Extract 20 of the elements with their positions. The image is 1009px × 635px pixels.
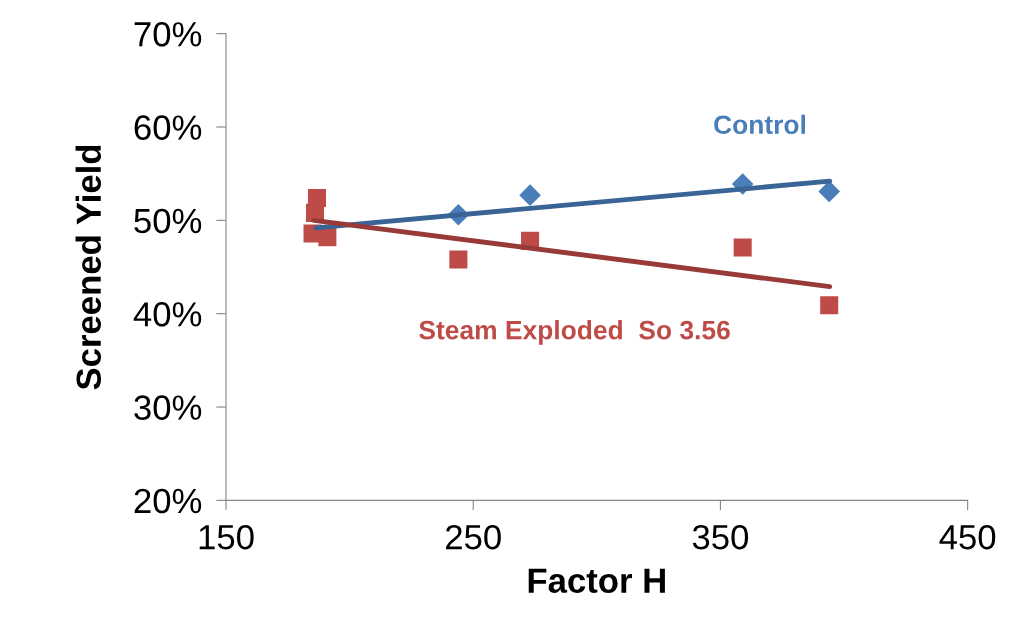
y-tick-label: 60% [134, 115, 202, 140]
point [318, 228, 337, 247]
y-tick-label: 50% [134, 208, 202, 234]
point [818, 180, 840, 203]
x-tick-label: 450 [939, 524, 996, 550]
y-axis-title: Screened Yield [75, 145, 102, 390]
point [820, 296, 839, 315]
y-tick-label: 20% [134, 488, 202, 514]
x-tick-label: 150 [199, 524, 254, 550]
y-tick-label: 40% [133, 302, 202, 327]
series-label: Control [714, 114, 806, 135]
point [519, 184, 541, 206]
x-tick-label: 250 [446, 524, 501, 550]
point [733, 238, 752, 257]
y-tick-label: 30% [134, 395, 202, 420]
y-tick-label: 70% [134, 21, 202, 47]
x-tick-label: 350 [692, 524, 749, 550]
text: Steam Exploded So 3.56 [419, 320, 730, 345]
x-axis-title: Factor H [528, 568, 665, 593]
point [449, 250, 468, 269]
